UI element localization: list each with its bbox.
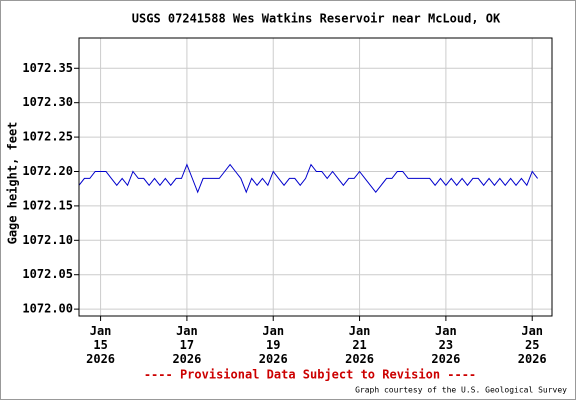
plot-area xyxy=(79,38,552,316)
y-axis-label: Gage height, feet xyxy=(6,122,20,245)
x-tick-label: Jan 15 2026 xyxy=(86,324,116,366)
y-tick-label: 1072.05 xyxy=(22,267,73,281)
x-tick-label: Jan 19 2026 xyxy=(258,324,288,366)
y-tick-label: 1072.10 xyxy=(22,233,73,247)
data-line xyxy=(78,163,539,194)
y-tick-label: 1072.35 xyxy=(22,61,73,75)
y-tick-label: 1072.30 xyxy=(22,95,73,109)
footnote: ---- Provisional Data Subject to Revisio… xyxy=(144,368,476,382)
x-tick-label: Jan 21 2026 xyxy=(345,324,375,366)
y-tick-label: 1072.20 xyxy=(22,164,73,178)
x-tick-label: Jan 17 2026 xyxy=(172,324,202,366)
x-tick-label: Jan 25 2026 xyxy=(517,324,547,366)
y-tick-label: 1072.25 xyxy=(22,130,73,144)
credit: Graph courtesy of the U.S. Geological Su… xyxy=(355,386,567,395)
plot-border xyxy=(78,37,553,317)
x-tick-label: Jan 23 2026 xyxy=(431,324,461,366)
y-tick-label: 1072.15 xyxy=(22,198,73,212)
y-tick-label: 1072.00 xyxy=(22,302,73,316)
chart-title: USGS 07241588 Wes Watkins Reservoir near… xyxy=(132,12,501,26)
